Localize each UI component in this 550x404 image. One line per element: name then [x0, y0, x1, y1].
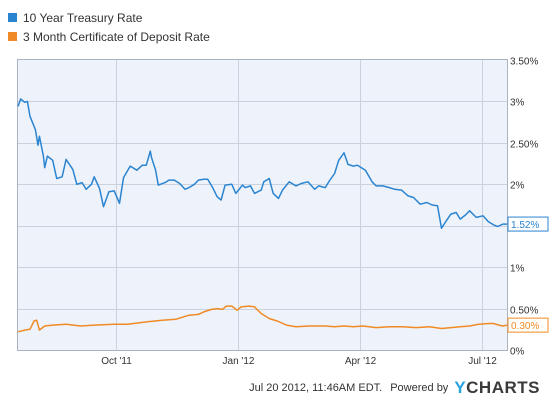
plot-area [17, 59, 508, 351]
y-tick-label: 2% [510, 181, 525, 192]
y-tick-label: 1% [510, 264, 525, 275]
legend-swatch-cd [8, 32, 17, 41]
chart-footer: Jul 20 2012, 11:46AM EDT. Powered by Y CH… [249, 378, 540, 398]
end-value-cd: 0.30% [511, 321, 539, 332]
end-value-box [507, 216, 549, 232]
ycharts-logo-text: CHARTS [466, 378, 540, 397]
y-tick-label: 2.50% [510, 140, 538, 151]
end-value-box [507, 317, 549, 333]
ycharts-logo-y: Y [454, 378, 467, 397]
y-tick-label: 3.50% [510, 57, 538, 68]
x-tick-label: Jul '12 [468, 356, 497, 367]
footer-powered-by: Powered by [390, 382, 449, 394]
legend-item-cd[interactable]: 3 Month Certificate of Deposit Rate [8, 27, 210, 46]
footer-timestamp: Jul 20 2012, 11:46AM EDT. [249, 382, 383, 394]
end-value-treasury: 1.52% [511, 220, 539, 231]
y-tick-label: 0.50% [510, 306, 538, 317]
chart-legend: 10 Year Treasury Rate 3 Month Certificat… [8, 8, 210, 46]
y-tick-label: 0% [510, 347, 525, 358]
legend-label-treasury: 10 Year Treasury Rate [23, 10, 143, 25]
ycharts-logo[interactable]: Y CHARTS [454, 378, 540, 398]
grid-lines [18, 60, 507, 350]
series-layer [17, 98, 508, 333]
x-tick-label: Oct '11 [101, 356, 132, 367]
legend-label-cd: 3 Month Certificate of Deposit Rate [23, 29, 210, 44]
series-line-treasury[interactable] [17, 98, 507, 229]
y-tick-label: 3% [510, 98, 525, 109]
legend-item-treasury[interactable]: 10 Year Treasury Rate [8, 8, 210, 27]
x-tick-label: Jan '12 [223, 356, 255, 367]
x-tick-label: Apr '12 [345, 356, 377, 367]
legend-swatch-treasury [8, 13, 17, 22]
series-line-cd[interactable] [17, 305, 508, 333]
